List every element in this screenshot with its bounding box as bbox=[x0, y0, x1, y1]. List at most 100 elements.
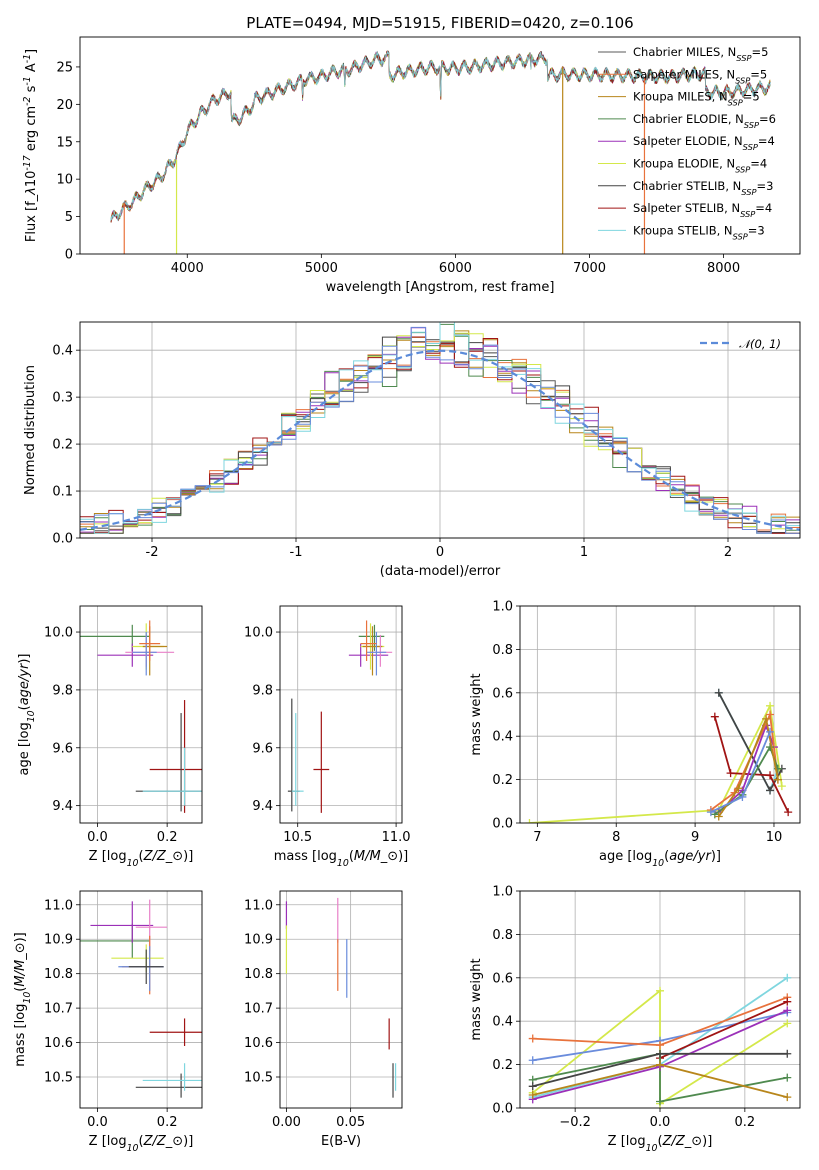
weight-marker bbox=[783, 997, 792, 1006]
legend-label: Salpeter STELIB, NSSP=4 bbox=[633, 201, 772, 219]
y-tick-label: 0.6 bbox=[492, 971, 513, 986]
y-tick-label: 11.0 bbox=[44, 898, 73, 913]
weight-marker bbox=[726, 769, 735, 778]
errorbar-point bbox=[80, 923, 150, 959]
weight-marker bbox=[656, 1060, 664, 1069]
legend-label: Kroupa MILES, NSSP=5 bbox=[633, 90, 760, 108]
normal-curve bbox=[80, 349, 800, 531]
x-axis-label: Z [log10(Z/Z_⊙)] bbox=[89, 849, 194, 869]
plots-group: 4000 5000 6000 7000 80000510152025wavelength… bbox=[13, 36, 801, 1154]
weight-marker bbox=[766, 710, 775, 719]
x-tick-label: 0.0 bbox=[87, 1115, 108, 1130]
weight-marker bbox=[784, 808, 793, 817]
legend-label: Chabrier STELIB, NSSP=3 bbox=[633, 179, 773, 197]
y-tick-label: 0.2 bbox=[492, 1058, 513, 1073]
weight-marker bbox=[783, 1093, 792, 1102]
errorbar-point bbox=[128, 949, 164, 984]
errorbar-point bbox=[366, 632, 387, 676]
axes-frame bbox=[79, 36, 801, 255]
y-tick-label: 0.8 bbox=[492, 643, 513, 658]
y-tick-label: 0.2 bbox=[492, 773, 513, 788]
residuals-axes: -2 -1 0 1 2 0.0 0.1 0.2 0.3 0.4 (data-model)/error… bbox=[23, 321, 801, 579]
x-tick-label: 10.5 bbox=[283, 830, 312, 845]
y-tick-label: 9.6 bbox=[252, 741, 273, 756]
weight-marker bbox=[773, 775, 782, 784]
weight-marker bbox=[528, 1082, 537, 1091]
y-axis-label: mass [log10(M/M_⊙)] bbox=[13, 932, 33, 1067]
errorbar-point bbox=[118, 946, 164, 991]
weight-marker bbox=[714, 812, 723, 821]
x-tick-label: 0.2 bbox=[735, 1115, 756, 1130]
y-tick-label: 10.9 bbox=[44, 933, 73, 948]
errorbar-point bbox=[121, 935, 161, 995]
weight-marker bbox=[766, 743, 775, 752]
weight-line bbox=[532, 1052, 788, 1103]
y-tick-label: 10.6 bbox=[44, 1036, 73, 1051]
errorbar-point bbox=[360, 620, 377, 661]
y-axis-label: age [log10(age/yr)] bbox=[17, 653, 37, 775]
spectrum-marks bbox=[110, 50, 771, 254]
y-tick-label: 10.8 bbox=[44, 967, 73, 982]
y-tick-label: 10.7 bbox=[44, 1002, 73, 1017]
y-tick-label: 10.7 bbox=[244, 1002, 273, 1017]
y-tick-label: 0.0 bbox=[492, 1102, 513, 1117]
x-tick-label: 9 bbox=[691, 830, 699, 845]
weight_vs_age-axes: 7 8 9 10 0.0 0.2 0.4 0.6 0.8 1.0 age [log10(age/yr… bbox=[469, 600, 801, 869]
errorbar-point bbox=[348, 643, 389, 667]
errorbar-point bbox=[139, 620, 161, 661]
x-tick-label: 7000 bbox=[573, 261, 606, 276]
y-tick-label: 9.8 bbox=[52, 683, 73, 698]
y-tick-label: 10.0 bbox=[44, 626, 73, 641]
x-tick-label: 10 bbox=[766, 830, 783, 845]
weight-marker bbox=[734, 784, 743, 793]
y-tick-label: 0.8 bbox=[492, 928, 513, 943]
y-tick-label: 15 bbox=[56, 135, 73, 150]
histogram-step bbox=[80, 326, 800, 534]
y-tick-label: 0.0 bbox=[492, 817, 513, 832]
mass_vs_Z-marks bbox=[80, 899, 202, 1098]
axes-frame bbox=[519, 890, 801, 1109]
y-tick-label: 9.4 bbox=[52, 799, 73, 814]
weight-marker bbox=[528, 1056, 537, 1065]
y-tick-label: 10.8 bbox=[244, 967, 273, 982]
y-tick-label: 0.0 bbox=[52, 532, 73, 547]
weight-marker bbox=[783, 1073, 792, 1082]
weight-marker bbox=[777, 782, 786, 791]
x-tick-label: -1 bbox=[290, 545, 303, 560]
y-tick-label: 9.8 bbox=[252, 683, 273, 698]
x-tick-label: 8 bbox=[612, 830, 620, 845]
y-tick-label: 10.5 bbox=[44, 1071, 73, 1086]
y-tick-label: 0.4 bbox=[492, 1015, 513, 1030]
spectrum-legend: Chabrier MILES, NSSP=5 Salpeter MILES, NS… bbox=[598, 45, 776, 241]
x-tick-label: 7 bbox=[533, 830, 541, 845]
y-tick-label: 9.6 bbox=[52, 741, 73, 756]
x-tick-label: 0.0 bbox=[87, 830, 108, 845]
errorbar-point bbox=[132, 632, 157, 676]
errorbar-point bbox=[111, 944, 164, 972]
x-axis-label: age [log10(age/yr)] bbox=[599, 849, 721, 869]
axes-frame bbox=[79, 890, 203, 1109]
errorbar-point bbox=[142, 747, 202, 806]
weight-marker bbox=[656, 1049, 664, 1058]
errorbar-point bbox=[149, 1018, 202, 1046]
mass_vs_EBV-axes: 0.00 0.05 10.5 10.6 10.7 10.8 10.9 11.0 E(B-V) bbox=[244, 890, 403, 1149]
legend-label: Salpeter MILES, NSSP=5 bbox=[633, 67, 767, 85]
x-tick-label: 0.2 bbox=[157, 1115, 178, 1130]
y-tick-label: 10.0 bbox=[244, 626, 273, 641]
age_vs_Z-marks bbox=[80, 620, 202, 813]
axes-frame bbox=[519, 605, 801, 824]
y-axis-label: Normed distribution bbox=[23, 365, 38, 495]
axes-frame bbox=[79, 321, 801, 539]
y-tick-label: 0.4 bbox=[52, 344, 73, 359]
x-tick-label: 5000 bbox=[305, 261, 338, 276]
mass_vs_EBV-marks bbox=[285, 897, 397, 1098]
weight-marker bbox=[783, 1019, 792, 1028]
y-tick-label: 20 bbox=[56, 98, 73, 113]
x-axis-label: E(B-V) bbox=[321, 1134, 361, 1149]
errorbar-point bbox=[362, 626, 383, 676]
x-tick-label: 2 bbox=[724, 545, 732, 560]
weight-marker bbox=[783, 973, 792, 982]
y-tick-label: 1.0 bbox=[492, 600, 513, 615]
x-tick-label: 8000 bbox=[707, 261, 740, 276]
x-axis-label: (data-model)/error bbox=[380, 564, 501, 579]
